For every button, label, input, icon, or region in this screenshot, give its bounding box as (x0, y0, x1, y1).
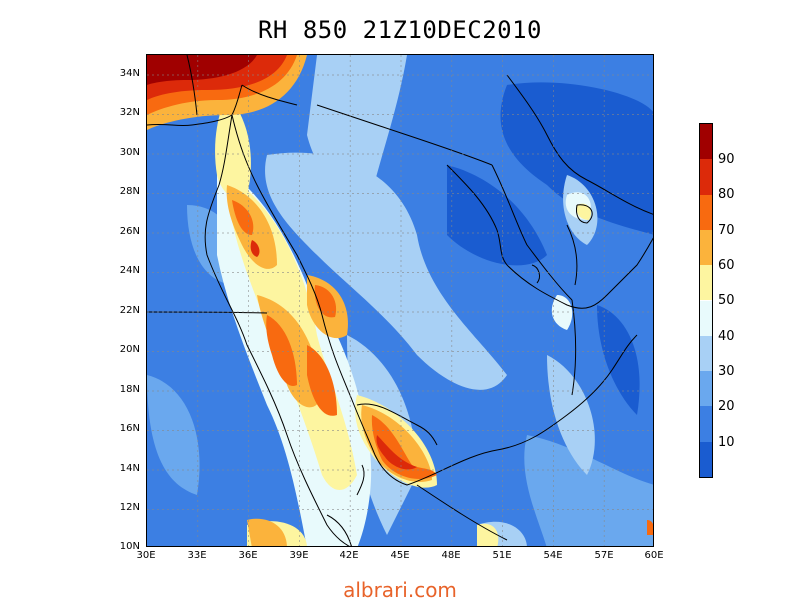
y-tick-label: 34N (119, 68, 140, 79)
rh-field (147, 55, 653, 546)
y-tick-label: 24N (119, 265, 140, 276)
colorbar-swatch (700, 441, 712, 477)
y-tick-label: 18N (119, 384, 140, 395)
watermark-link[interactable]: albrari.com (343, 578, 457, 602)
x-tick-label: 30E (136, 550, 156, 561)
x-tick-label: 57E (594, 550, 614, 561)
colorbar-swatch (700, 124, 712, 160)
x-tick-label: 51E (492, 550, 512, 561)
rh-map (146, 54, 654, 547)
y-tick-label: 14N (119, 463, 140, 474)
x-tick-label: 45E (390, 550, 410, 561)
x-tick-label: 36E (238, 550, 258, 561)
colorbar-label: 70 (718, 223, 735, 238)
x-tick-label: 48E (441, 550, 461, 561)
colorbar-swatch (700, 265, 712, 301)
x-tick-label: 54E (543, 550, 563, 561)
colorbar-label: 50 (718, 293, 735, 308)
x-tick-label: 42E (339, 550, 359, 561)
colorbar-swatch (700, 300, 712, 336)
y-tick-label: 22N (119, 305, 140, 316)
y-tick-label: 20N (119, 344, 140, 355)
x-tick-label: 39E (289, 550, 309, 561)
colorbar-label: 80 (718, 187, 735, 202)
y-tick-label: 30N (119, 147, 140, 158)
colorbar-swatch (700, 229, 712, 266)
y-tick-label: 28N (119, 186, 140, 197)
colorbar-label: 20 (718, 399, 735, 414)
colorbar-label: 90 (718, 152, 735, 167)
colorbar-swatch (700, 159, 712, 195)
x-tick-label: 33E (187, 550, 207, 561)
colorbar-label: 40 (718, 329, 735, 344)
colorbar-label: 30 (718, 364, 735, 379)
colorbar-label: 10 (718, 435, 735, 450)
colorbar-swatch (700, 406, 712, 442)
chart-title: RH 850 21Z10DEC2010 (257, 16, 543, 44)
colorbar-swatch (700, 371, 712, 407)
y-tick-label: 16N (119, 423, 140, 434)
colorbar-swatch (700, 335, 712, 372)
colorbar-swatch (700, 194, 712, 230)
colorbar-label: 60 (718, 258, 735, 273)
y-tick-label: 26N (119, 226, 140, 237)
y-tick-label: 12N (119, 502, 140, 513)
colorbar (699, 123, 713, 478)
y-tick-label: 10N (119, 541, 140, 552)
x-tick-label: 60E (644, 550, 664, 561)
y-tick-label: 32N (119, 107, 140, 118)
